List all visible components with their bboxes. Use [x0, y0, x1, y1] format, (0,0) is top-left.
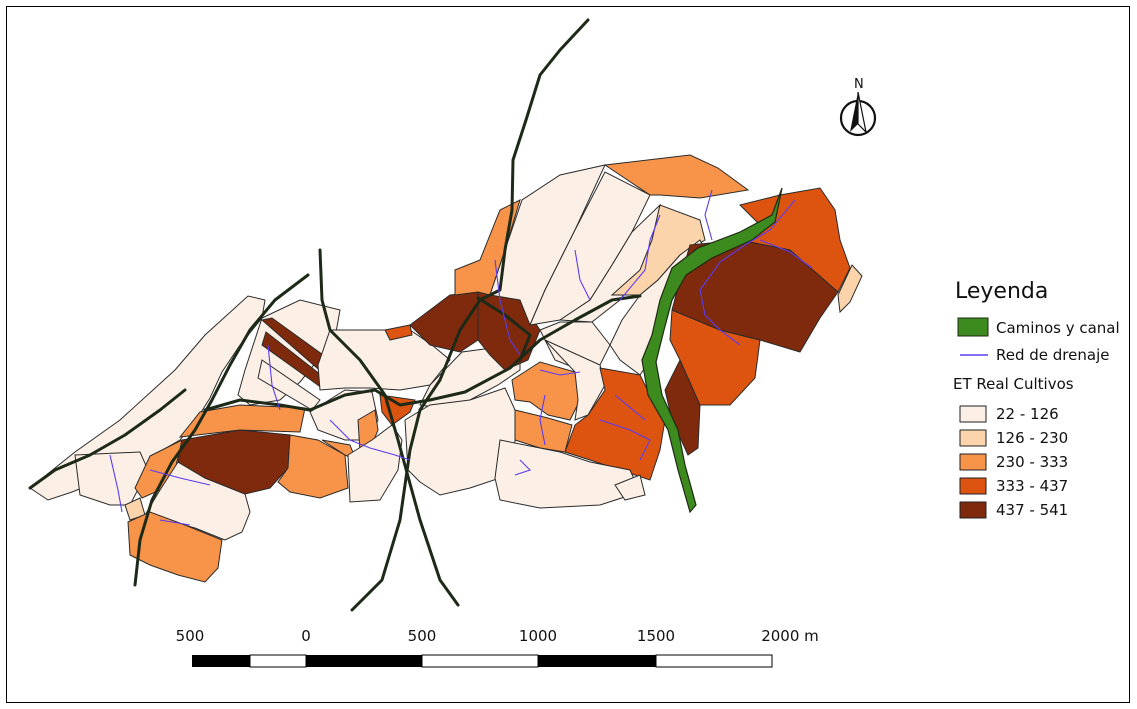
legend-swatch-class: [959, 501, 987, 519]
north-arrow-icon: N: [839, 77, 877, 137]
legend-swatch-class: [959, 429, 987, 447]
drainage-line: [329, 419, 411, 461]
legend-label-class: 126 - 230: [996, 429, 1068, 447]
scale-label: 1000: [519, 627, 557, 645]
drainage-line: [699, 199, 796, 346]
legend-title: Leyenda: [955, 279, 1048, 304]
road: [350, 18, 590, 612]
drainage-line: [109, 454, 123, 513]
legend-swatch-roads: [957, 317, 989, 337]
drainage-line: [619, 214, 661, 301]
drainage-line: [704, 189, 713, 241]
legend-swatch-class: [959, 477, 987, 495]
legend-label-class: 22 - 126: [996, 405, 1059, 423]
legend: Leyenda Caminos y canal Red de drenaje E…: [953, 279, 1120, 519]
legend-swatch-class: [959, 405, 987, 423]
parcel: [494, 439, 641, 509]
scale-label: 500: [176, 627, 205, 645]
legend-label-class: 437 - 541: [996, 501, 1068, 519]
drainage-line: [149, 469, 211, 486]
parcel: [177, 429, 291, 495]
road: [28, 388, 187, 490]
roads-canal-layer: [28, 18, 783, 612]
parcel: [603, 154, 750, 199]
parcel: [539, 321, 611, 371]
drainage-line: [539, 369, 581, 376]
legend-group-title: ET Real Cultivos: [953, 375, 1074, 393]
legend-classes: 22 - 126 126 - 230 230 - 333 333 - 437 437 -…: [959, 405, 1068, 519]
drainage-line: [599, 419, 651, 461]
legend-label-class: 333 - 437: [996, 477, 1068, 495]
scale-label: 2000 m: [761, 627, 819, 645]
canal-polygon: [641, 187, 783, 514]
parcel: [489, 164, 606, 327]
drainage-line: [267, 344, 281, 411]
road: [203, 294, 642, 412]
legend-swatch-class: [959, 453, 987, 471]
drainage-line: [574, 249, 591, 301]
parcels-layer: [29, 154, 863, 583]
legend-label-roads: Caminos y canal: [996, 319, 1120, 337]
drainage-line: [159, 519, 191, 526]
scale-label: 500: [408, 627, 437, 645]
parcel: [384, 324, 413, 341]
legend-label-drainage: Red de drenaje: [996, 346, 1109, 364]
road: [476, 296, 532, 362]
parcel: [837, 264, 863, 314]
drainage-layer: [109, 189, 813, 526]
drainage-line: [539, 394, 546, 446]
drainage-line: [514, 459, 532, 476]
drainage-line: [614, 394, 646, 421]
parcel: [277, 434, 349, 499]
scale-label: 1500: [637, 627, 675, 645]
parcel: [347, 424, 403, 503]
parcel: [127, 511, 223, 583]
parcel: [514, 409, 573, 453]
legend-label-class: 230 - 333: [996, 453, 1068, 471]
north-label: N: [854, 77, 864, 92]
drainage-line: [494, 259, 521, 356]
road: [133, 273, 310, 587]
parcel: [614, 474, 646, 501]
drainage-line: [759, 239, 813, 269]
parcel: [511, 361, 581, 421]
scale-bar: 500 0 500 1000 1500 2000 m: [176, 627, 819, 668]
scale-label: 0: [301, 627, 311, 645]
